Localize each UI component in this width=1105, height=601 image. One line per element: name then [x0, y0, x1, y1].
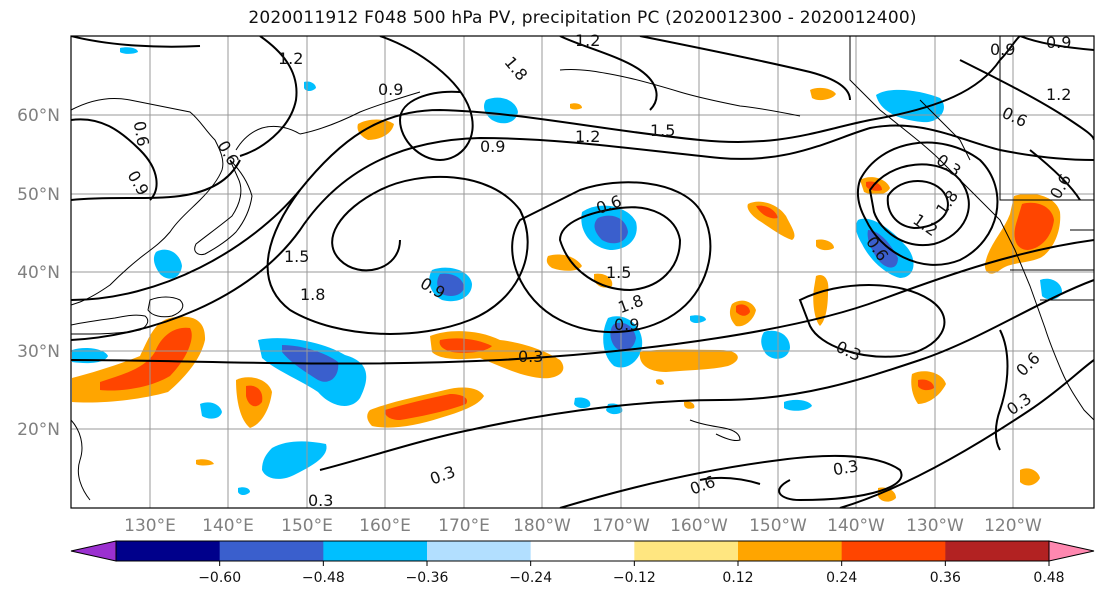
lon-label: 150°W [749, 516, 807, 536]
lon-label: 160°E [359, 516, 411, 536]
colorbar-tick-label: 0.24 [826, 570, 857, 586]
contour-label: 0.3 [308, 491, 333, 510]
colorbar-tick-label: 0.36 [930, 570, 961, 586]
colorbar-tick-label: −0.60 [198, 570, 241, 586]
colorbar-frame [115, 540, 1050, 562]
colorbar-segment [841, 541, 946, 561]
contour-label: 1.5 [650, 121, 675, 140]
colorbar-segment [323, 541, 428, 561]
lon-label: 120°W [984, 516, 1042, 536]
contour-label: 1.2 [278, 49, 303, 68]
contour-label: 0.9 [614, 315, 639, 334]
precip-positive-shading [72, 87, 1061, 502]
colorbar-tick-label: −0.48 [302, 570, 345, 586]
lon-label: 140°W [827, 516, 885, 536]
lat-label: 30°N [17, 342, 60, 362]
lon-label: 140°E [202, 516, 254, 536]
colorbar-segments [116, 541, 1050, 561]
contour-label: 0.9 [990, 40, 1015, 59]
colorbar-tick-label: −0.36 [406, 570, 449, 586]
contour-label: 0.6 [130, 120, 153, 148]
lon-label: 130°W [906, 516, 964, 536]
colorbar-segment [427, 541, 532, 561]
colorbar-tick-label: 0.48 [1033, 570, 1064, 586]
lat-label: 20°N [17, 420, 60, 440]
graticule [71, 36, 1094, 508]
lat-label: 50°N [17, 185, 60, 205]
contour-label: 0.9 [1046, 33, 1071, 52]
lon-label: 130°E [124, 516, 176, 536]
colorbar-ticks: −0.60 −0.48 −0.36 −0.24 −0.12 0.12 0.24 0.36 0.4… [198, 561, 1065, 586]
colorbar-segment [945, 541, 1050, 561]
contour-label: 0.9 [480, 137, 505, 156]
colorbar-tick-label: −0.12 [613, 570, 656, 586]
contour-label: 1.5 [606, 263, 631, 282]
longitude-labels: 130°E 140°E 150°E 160°E 170°E 180°W 170°… [124, 516, 1042, 536]
contour-label: 0.3 [832, 456, 860, 479]
lat-label: 40°N [17, 263, 60, 283]
lon-label: 180°W [513, 516, 571, 536]
colorbar-extend-high [1048, 540, 1095, 562]
colorbar-segment [219, 541, 324, 561]
colorbar: −0.60 −0.48 −0.36 −0.24 −0.12 0.12 0.24 0.36 0.4… [70, 540, 1095, 586]
lat-label: 60°N [17, 106, 60, 126]
contour-label: 1.8 [300, 285, 325, 304]
precip-negative-shading [72, 47, 1062, 495]
latitude-labels: 60°N 50°N 40°N 30°N 20°N [17, 106, 60, 440]
contour-label: 1.5 [284, 247, 309, 266]
lon-label: 150°E [281, 516, 333, 536]
map-border [70, 35, 1095, 509]
colorbar-segment [530, 541, 635, 561]
colorbar-segment [634, 541, 739, 561]
pv-contours [71, 36, 1094, 508]
colorbar-segment [116, 541, 221, 561]
colorbar-tick-label: −0.24 [509, 570, 552, 586]
colorbar-segment [738, 541, 843, 561]
lon-label: 160°W [670, 516, 728, 536]
contour-label: 1.2 [1046, 85, 1071, 104]
contour-label: 1.2 [575, 31, 600, 50]
colorbar-tick-label: 0.12 [722, 570, 753, 586]
lon-label: 170°W [592, 516, 650, 536]
contour-label: 0.3 [518, 347, 543, 366]
colorbar-extend-low [70, 540, 117, 562]
contour-label: 0.9 [378, 80, 403, 99]
contour-label: 1.2 [575, 127, 600, 146]
lon-label: 170°E [438, 516, 490, 536]
map-title: 2020011912 F048 500 hPa PV, precipitatio… [248, 8, 917, 28]
